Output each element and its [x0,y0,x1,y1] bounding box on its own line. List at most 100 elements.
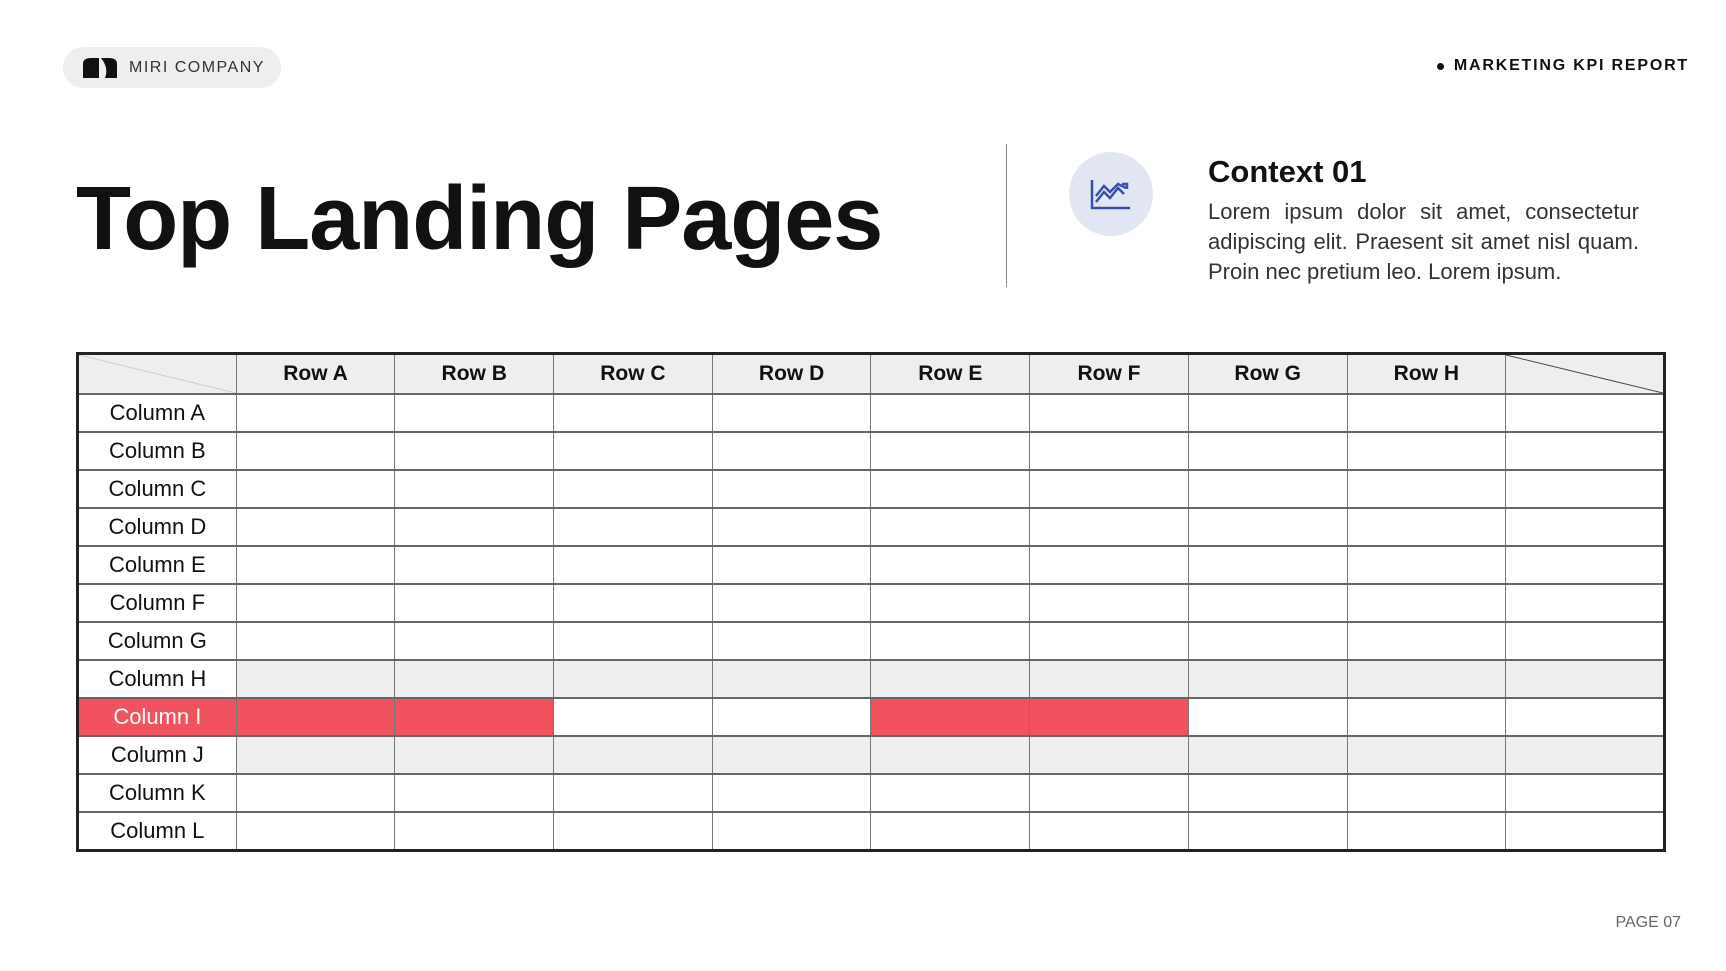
report-label: MARKETING KPI REPORT [1436,57,1689,75]
table-cell [870,773,1031,813]
table-cell [1505,583,1665,623]
table-cell [1187,507,1348,547]
table-cell [870,621,1031,661]
table-cell [394,393,555,433]
table-row: Column D [77,507,1665,547]
table-cell [870,393,1031,433]
row-label: Column C [77,469,237,509]
table-cell [1187,545,1348,585]
table-cell [1346,393,1507,433]
table-cell [1505,621,1665,661]
table-cell [711,735,872,775]
table-cell [711,393,872,433]
table-cell [394,659,555,699]
table-cell [553,393,713,433]
table-cell [1346,545,1507,585]
table-cell [1505,545,1665,585]
table-cell [1505,735,1665,775]
column-header: Row E [870,352,1031,395]
table-cell [1505,507,1665,547]
page-title: Top Landing Pages [76,169,883,269]
table-cell [1505,697,1665,737]
table-cell [235,583,396,623]
table-cell [1346,773,1507,813]
row-label: Column E [77,545,237,585]
table-cell [1505,469,1665,509]
report-title: MARKETING KPI REPORT [1453,57,1689,74]
table-cell [235,697,396,737]
column-header: Row B [394,352,555,395]
table-cell [553,659,713,699]
corner-cell-end [1505,352,1665,395]
table-cell [1505,811,1665,852]
table-cell [1029,735,1189,775]
table-cell [1187,431,1348,471]
column-header: Row C [553,352,713,395]
table-cell [711,431,872,471]
row-label: Column G [77,621,237,661]
table-header-row: Row A Row B Row C Row D Row E Row F Row G Row H [77,352,1665,395]
table-cell [394,431,555,471]
table-cell [1187,735,1348,775]
row-label: Column I [77,697,237,737]
table-cell [235,469,396,509]
table-cell [553,697,713,737]
table-cell [235,393,396,433]
table-cell [235,621,396,661]
table-cell [1346,583,1507,623]
table-cell [711,507,872,547]
table-row: Column B [77,431,1665,471]
column-header: Row H [1346,352,1507,395]
table-cell [870,811,1031,852]
table-cell [711,583,872,623]
row-label: Column D [77,507,237,547]
table-cell [1029,469,1189,509]
table-cell [1505,431,1665,471]
table-cell [1029,507,1189,547]
table-row: Column K [77,773,1665,813]
table-row: Column F [77,583,1665,623]
company-name: MIRI COMPANY [129,58,265,76]
row-label: Column J [77,735,237,775]
table-cell [394,773,555,813]
table-cell [1029,583,1189,623]
table-row: Column L [77,811,1665,852]
column-header: Row G [1187,352,1348,395]
table-cell [870,583,1031,623]
table-row: Column C [77,469,1665,509]
table-cell [553,621,713,661]
table-cell [1029,811,1189,852]
table-cell [1187,697,1348,737]
table-cell [235,811,396,852]
table-cell [553,431,713,471]
table-cell [1505,659,1665,699]
table-cell [1029,393,1189,433]
table-row: Column I [77,697,1665,737]
table-cell [870,507,1031,547]
table-cell [553,583,713,623]
table-cell [394,735,555,775]
table-cell [1346,735,1507,775]
company-logo-icon [83,57,117,78]
table-cell [553,507,713,547]
table-cell [1346,469,1507,509]
table-cell [394,811,555,852]
table-cell [870,469,1031,509]
table-cell [1346,431,1507,471]
table-cell [1029,621,1189,661]
table-cell [711,811,872,852]
table-cell [1029,659,1189,699]
table-cell [235,431,396,471]
table-cell [553,773,713,813]
table-cell [553,469,713,509]
table-cell [235,773,396,813]
row-label: Column K [77,773,237,813]
table-cell [1029,431,1189,471]
context-title: Context 01 [1208,154,1367,189]
table-row: Column J [77,735,1665,775]
table-cell [394,621,555,661]
table-cell [553,811,713,852]
table-cell [1187,659,1348,699]
column-header: Row F [1029,352,1189,395]
table-cell [394,697,555,737]
